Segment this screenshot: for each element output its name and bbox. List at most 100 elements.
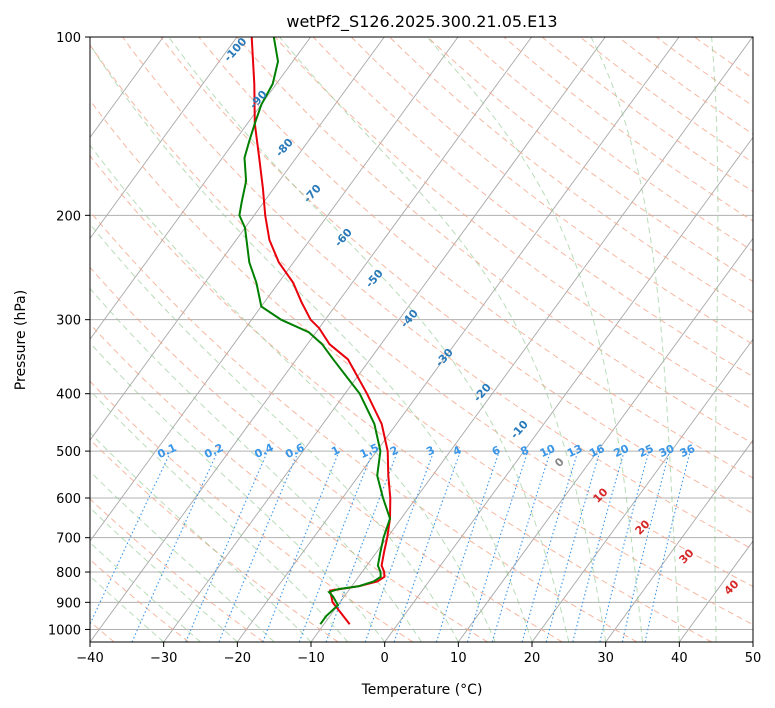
mixing-ratio-line: [621, 450, 671, 642]
dry-adiabat-line: [90, 99, 753, 626]
temperature-profile-line: [250, 37, 392, 625]
x-tick-label: 30: [597, 651, 614, 666]
x-tick-label: −30: [150, 651, 177, 666]
dry-adiabat-line: [90, 380, 414, 642]
moist-adiabat-label: 0: [552, 455, 567, 470]
mixing-ratio-label: 1.5: [358, 441, 381, 461]
dry-adiabat-label: -90: [247, 88, 270, 112]
y-tick-label: 1000: [48, 623, 81, 638]
dry-adiabat-label: -10: [508, 418, 531, 442]
mixing-ratio-label: 10: [538, 442, 558, 460]
moist-adiabat-label: 30: [677, 546, 697, 566]
dry-adiabat-line: [427, 37, 753, 283]
moist-adiabat-line: [90, 223, 459, 642]
x-tick-label: 10: [450, 651, 467, 666]
dry-adiabat-line: [198, 37, 753, 479]
mixing-ratio-line: [644, 450, 691, 642]
dry-adiabat-line: [694, 37, 753, 80]
moist-adiabat-line: [168, 37, 570, 642]
moist-adiabat-line: [426, 37, 643, 642]
dry-adiabat-line: [503, 37, 753, 222]
x-tick-label: 20: [524, 651, 541, 666]
mixing-ratio-line: [435, 450, 500, 642]
isotherm-line: [90, 37, 311, 340]
dry-adiabat-label: -80: [273, 136, 296, 160]
mixing-ratio-label: 0.1: [155, 441, 178, 461]
y-tick-label: 700: [56, 532, 81, 547]
dry-adiabat-line: [90, 210, 638, 642]
isotherm-line: [752, 641, 753, 642]
mixing-ratio-label: 36: [678, 442, 698, 460]
axes: −40 −30 −20 −10 0 10 20 30 40 5010020030040050060…: [48, 31, 761, 666]
y-axis-label: Pressure (hPa): [13, 290, 29, 390]
isotherm-line: [90, 37, 385, 441]
plot-frame: [89, 36, 754, 643]
mixing-ratio-line: [545, 450, 601, 642]
dry-adiabat-line: [350, 37, 753, 345]
dry-adiabat-line: [90, 44, 753, 588]
moist-adiabat-line: [279, 37, 607, 642]
mixing-ratio-label: 13: [565, 442, 584, 460]
y-tick-label: 300: [56, 314, 81, 329]
x-tick-label: 50: [745, 651, 762, 666]
isotherm-line: [163, 37, 606, 642]
isotherm-line: [90, 37, 532, 642]
x-tick-label: 40: [671, 651, 688, 666]
dry-adiabat-line: [90, 498, 264, 642]
moist-adiabat-line: [90, 507, 238, 642]
dry-adiabat-label: -100: [221, 35, 249, 64]
isotherm-line: [531, 338, 753, 642]
isotherm-line: [90, 37, 238, 240]
isotherm-line: [678, 540, 753, 642]
mixing-ratio-line: [599, 450, 650, 642]
background-lines: [90, 37, 753, 642]
mixing-ratio-line: [262, 450, 340, 642]
mixing-ratio-label: 0.4: [252, 441, 275, 461]
sounding-series: [238, 37, 392, 625]
moist-adiabat-line: [590, 37, 680, 642]
mixing-ratio-label: 20: [612, 442, 632, 460]
dry-adiabat-line: [465, 37, 753, 252]
dry-adiabat-line: [122, 37, 753, 551]
moist-adiabat-line: [90, 43, 533, 642]
x-tick-label: −10: [297, 651, 324, 666]
moist-adiabat-line: [90, 470, 275, 642]
moist-adiabat-label: 10: [591, 485, 611, 505]
dry-adiabat-label: -30: [433, 346, 456, 370]
dry-adiabat-label: -70: [301, 182, 324, 206]
mixing-ratio-line: [218, 450, 300, 642]
mixing-ratio-line: [364, 450, 435, 642]
x-tick-label: 0: [381, 651, 389, 666]
y-tick-label: 800: [56, 566, 81, 581]
mixing-ratio-line: [90, 450, 172, 626]
chart-title: wetPf2_S126.2025.300.21.05.E13: [286, 12, 557, 32]
mixing-ratio-label: 30: [657, 442, 677, 460]
dry-adiabat-line: [90, 438, 339, 642]
moist-adiabat-line: [90, 287, 422, 642]
dry-adiabat-label: -60: [332, 226, 355, 250]
mixing-ratio-line: [466, 450, 529, 642]
isotherm-line: [90, 37, 459, 542]
mixing-ratio-line: [185, 450, 269, 642]
dry-adiabat-label: -20: [471, 381, 494, 405]
moist-adiabat-line: [90, 541, 201, 642]
mixing-ratio-line: [491, 450, 552, 642]
dry-adiabat-line: [90, 323, 488, 642]
isotherm-line: [457, 237, 753, 642]
dry-adiabat-line: [389, 37, 753, 314]
mixing-ratio-line: [325, 450, 399, 642]
y-tick-label: 500: [56, 445, 81, 460]
x-tick-label: −20: [224, 651, 251, 666]
mixing-ratio-line: [521, 450, 579, 642]
x-axis-label: Temperature (°C): [361, 682, 483, 698]
dry-adiabat-line: [236, 37, 753, 445]
mixing-ratio-line: [393, 450, 462, 642]
mixing-ratio-line: [298, 450, 374, 642]
dry-adiabat-label: -40: [398, 307, 421, 331]
moist-adiabat-line: [90, 575, 165, 642]
mixing-ratio-label: 0.2: [202, 441, 225, 461]
mixing-ratio-label: 25: [636, 442, 655, 460]
dewpoint-profile-line: [238, 37, 392, 625]
moist-adiabat-line: [90, 342, 386, 642]
